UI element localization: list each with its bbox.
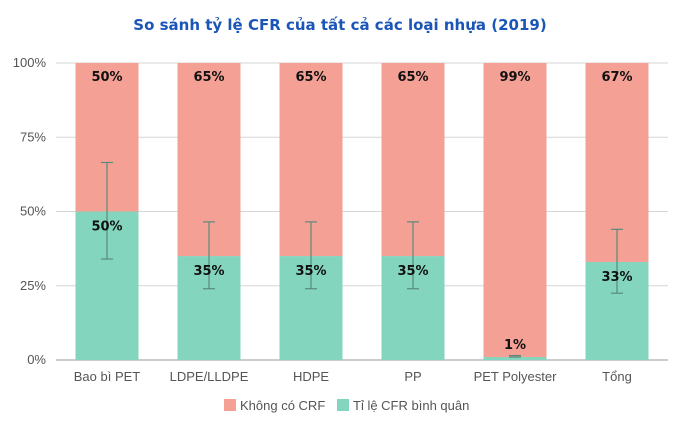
y-tick-label: 0% [27, 352, 46, 367]
y-tick-label: 25% [20, 278, 46, 293]
x-tick-label: PET Polyester [474, 369, 558, 384]
data-label-no-cfr: 65% [193, 70, 224, 85]
x-tick-label: PP [404, 369, 421, 384]
data-labels: 50% 50% 35% 65% 35% 65% 35% 65% 1% 99% 33% 67% [91, 70, 632, 353]
legend-swatch [337, 399, 349, 411]
y-tick-label: 75% [20, 129, 46, 144]
data-label-cfr-rate: 50% [91, 220, 122, 235]
data-label-no-cfr: 65% [295, 70, 326, 85]
x-axis-ticks: Bao bì PET LDPE/LLDPE HDPE PP PET Polyester T… [74, 369, 632, 384]
y-tick-label: 50% [20, 204, 46, 219]
legend-swatch [224, 399, 236, 411]
bar-no-cfr [483, 63, 547, 358]
data-label-no-cfr: 65% [397, 70, 428, 85]
x-tick-label: HDPE [293, 369, 329, 384]
y-tick-label: 100% [13, 55, 47, 70]
chart-title: So sánh tỷ lệ CFR của tất cả các loại nh… [133, 16, 546, 34]
data-label-no-cfr: 50% [91, 70, 122, 85]
x-tick-label: Bao bì PET [74, 369, 141, 384]
data-label-no-cfr: 99% [499, 70, 530, 85]
x-tick-label: LDPE/LLDPE [170, 369, 249, 384]
error-bars [101, 161, 623, 358]
data-label-cfr-rate: 33% [601, 270, 632, 285]
data-label-cfr-rate: 35% [295, 264, 326, 279]
data-label-no-cfr: 67% [601, 70, 632, 85]
bars [75, 63, 649, 360]
legend-label: Không có CRF [240, 398, 325, 413]
legend-label: Tỉ lệ CFR bình quân [353, 398, 469, 413]
data-label-cfr-rate: 35% [193, 264, 224, 279]
y-axis-ticks: 0% 25% 50% 75% 100% [13, 55, 47, 367]
data-label-cfr-rate: 35% [397, 264, 428, 279]
bar-cfr-rate [483, 357, 547, 360]
x-tick-label: Tổng [602, 369, 632, 384]
data-label-cfr-rate: 1% [504, 338, 526, 353]
legend: Không có CRF Tỉ lệ CFR bình quân [224, 398, 469, 413]
gridlines [56, 62, 668, 361]
